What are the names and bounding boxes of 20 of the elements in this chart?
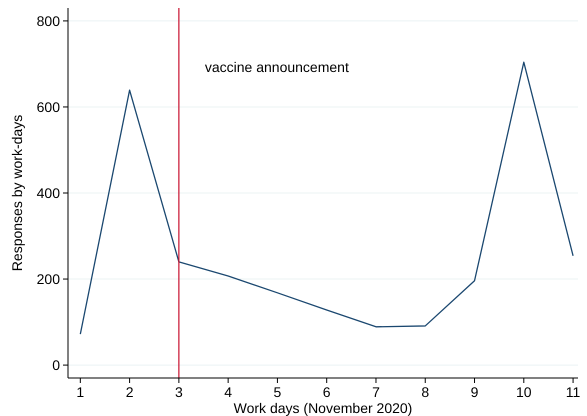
x-axis-title: Work days (November 2020) bbox=[234, 400, 412, 416]
x-tick-label: 6 bbox=[322, 384, 331, 400]
y-tick-label: 200 bbox=[36, 270, 60, 287]
x-tick-label: 11 bbox=[566, 384, 581, 400]
x-tick-label: 1 bbox=[76, 384, 84, 400]
y-tick-label: 0 bbox=[52, 356, 60, 373]
x-tick-label: 2 bbox=[126, 384, 134, 400]
y-tick-label: 600 bbox=[36, 98, 60, 115]
x-tick-label: 3 bbox=[174, 384, 183, 400]
x-tick-label: 7 bbox=[372, 384, 380, 400]
x-tick-label: 9 bbox=[470, 384, 479, 400]
x-tick-label: 8 bbox=[421, 384, 430, 400]
x-tick-label: 4 bbox=[224, 384, 232, 400]
y-tick-label: 400 bbox=[36, 184, 60, 201]
ref-line-label: vaccine announcement bbox=[204, 59, 349, 75]
line-series bbox=[80, 62, 574, 335]
y-tick-label: 800 bbox=[36, 12, 60, 29]
x-tick-label: 5 bbox=[274, 384, 282, 400]
y-axis-title: Responses by work-days bbox=[9, 114, 25, 272]
x-tick-label: 10 bbox=[516, 384, 532, 400]
